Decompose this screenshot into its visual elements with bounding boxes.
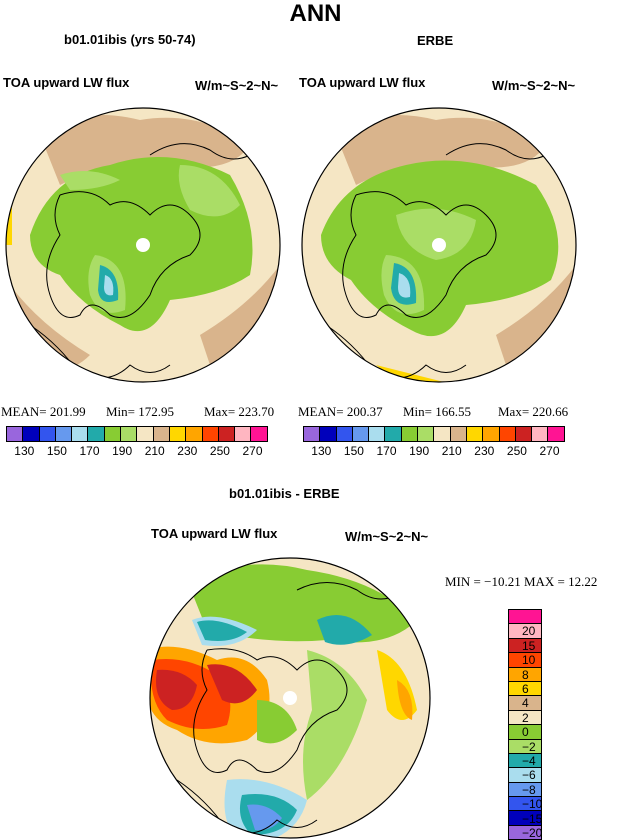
colorbar-swatch: [368, 426, 386, 442]
colorbar-tick-label: 190: [112, 444, 133, 458]
colorbar-tick-label: 230: [474, 444, 495, 458]
colorbar-swatch: [514, 426, 533, 442]
panel2-variable-label: TOA upward LW flux: [299, 75, 426, 90]
panel1-min: Min= 172.95: [106, 404, 175, 419]
polar-map-model: [5, 107, 281, 383]
colorbar-tick-label: 170: [79, 444, 100, 458]
colorbar-swatch: [152, 426, 170, 442]
colorbar-swatch: [465, 426, 484, 442]
diff-variable-label: TOA upward LW flux: [151, 526, 278, 541]
colorbar-swatch: [22, 426, 40, 442]
colorbar-swatch: [508, 609, 542, 625]
panel1-max: Max= 223.70: [204, 404, 275, 419]
colorbar-swatch: [201, 426, 219, 442]
colorbar-difference: 20 15 10 8 6 4 2 0 −2 −4 −6 −8 −10 −15 −20: [508, 609, 543, 840]
panel2-case-title: ERBE: [417, 33, 454, 48]
colorbar-swatch: [547, 426, 565, 442]
colorbar-swatch: [400, 426, 419, 442]
colorbar-swatch: [38, 426, 56, 442]
polar-map-difference: [149, 557, 431, 839]
colorbar-tick-label: −6: [522, 768, 536, 783]
polar-map-erbe: [301, 107, 577, 383]
colorbar-swatch: [351, 426, 370, 442]
colorbar-tick-label: −2: [522, 739, 536, 754]
panel1-mean: MEAN= 201.99: [1, 404, 86, 419]
colorbar-tick-label: 250: [506, 444, 527, 458]
colorbar-tick-label: 270: [242, 444, 263, 458]
colorbar-swatch: [433, 426, 451, 442]
colorbar-tick-label: 270: [539, 444, 560, 458]
colorbar-swatch: [498, 426, 516, 442]
diff-units-label: W/m~S~2~N~: [345, 529, 429, 544]
colorbar-tick-label: 150: [343, 444, 364, 458]
colorbar-tick-label: −20: [522, 826, 543, 840]
colorbar-tick-label: 210: [441, 444, 462, 458]
colorbar-tick-label: 230: [177, 444, 198, 458]
panel1-variable-label: TOA upward LW flux: [3, 75, 130, 90]
panel1-units-label: W/m~S~2~N~: [195, 78, 279, 93]
colorbar-swatch: [217, 426, 236, 442]
colorbar-tick-label: 190: [409, 444, 430, 458]
colorbar-tick-label: −15: [522, 811, 543, 826]
colorbar-tick-label: 150: [46, 444, 67, 458]
colorbar-swatch: [87, 426, 105, 442]
colorbar-swatch: [54, 426, 73, 442]
colorbar-tick-label: 15: [522, 638, 536, 653]
colorbar-tick-label: 8: [522, 667, 529, 682]
colorbar-swatch: [71, 426, 89, 442]
colorbar-swatch: [335, 426, 353, 442]
figure-title: ANN: [289, 0, 342, 27]
colorbar-tick-label: 20: [522, 624, 536, 639]
colorbar-panel2: [303, 426, 565, 442]
panel2-mean: MEAN= 200.37: [298, 404, 383, 419]
colorbar-swatch: [103, 426, 122, 442]
colorbar-tick-label: −10: [522, 797, 543, 812]
colorbar-tick-label: 0: [522, 725, 529, 740]
panel2-min: Min= 166.55: [403, 404, 472, 419]
colorbar-panel1: [6, 426, 268, 442]
colorbar-swatch: [449, 426, 467, 442]
colorbar-tick-label: 250: [209, 444, 230, 458]
colorbar-tick-label: 130: [311, 444, 332, 458]
colorbar-swatch: [482, 426, 500, 442]
colorbar-tick-label: 130: [14, 444, 35, 458]
colorbar-swatch: [168, 426, 187, 442]
colorbar-swatch: [6, 426, 24, 442]
colorbar-swatch: [136, 426, 154, 442]
colorbar-swatch: [185, 426, 203, 442]
panel2-max: Max= 220.66: [498, 404, 569, 419]
colorbar-tick-label: 10: [522, 653, 536, 668]
panel2-units-label: W/m~S~2~N~: [492, 78, 576, 93]
colorbar-swatch: [384, 426, 402, 442]
colorbar-tick-label: 170: [376, 444, 397, 458]
colorbar-tick-label: 4: [522, 696, 529, 711]
colorbar-swatch: [120, 426, 138, 442]
panel1-case-title: b01.01ibis (yrs 50-74): [64, 32, 196, 47]
colorbar-tick-label: 210: [144, 444, 165, 458]
colorbar-tick-label: −4: [522, 754, 536, 768]
colorbar-swatch: [303, 426, 321, 442]
diff-title: b01.01ibis - ERBE: [229, 486, 340, 501]
colorbar-tick-label: 2: [522, 710, 529, 725]
colorbar-swatch: [319, 426, 337, 442]
colorbar-tick-label: −8: [522, 782, 536, 797]
colorbar-swatch: [250, 426, 268, 442]
diff-minmax: MIN = −10.21 MAX = 12.22: [445, 574, 598, 589]
colorbar-swatch: [531, 426, 549, 442]
colorbar-tick-label: 6: [522, 682, 529, 696]
colorbar-swatch: [234, 426, 252, 442]
colorbar-swatch: [417, 426, 435, 442]
